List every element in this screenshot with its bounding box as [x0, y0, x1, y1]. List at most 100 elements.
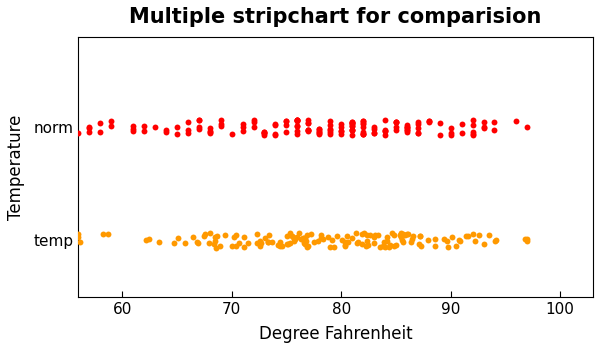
- Point: [220, 232, 229, 237]
- Point: [479, 241, 488, 247]
- Point: [369, 130, 379, 136]
- Point: [327, 237, 337, 243]
- Point: [523, 124, 532, 130]
- Point: [337, 128, 346, 134]
- Point: [413, 131, 422, 136]
- Point: [293, 118, 302, 123]
- Point: [103, 231, 112, 237]
- Point: [443, 244, 453, 250]
- Point: [260, 129, 269, 135]
- Point: [461, 234, 471, 239]
- Point: [281, 129, 291, 134]
- Point: [357, 241, 367, 247]
- Point: [249, 124, 259, 130]
- Point: [314, 131, 324, 136]
- Point: [216, 123, 226, 128]
- Point: [275, 244, 285, 249]
- Point: [128, 127, 138, 132]
- Point: [340, 239, 350, 244]
- Point: [128, 128, 138, 133]
- Point: [424, 120, 434, 125]
- Point: [139, 123, 149, 128]
- Point: [468, 131, 478, 137]
- Point: [95, 120, 105, 126]
- Point: [435, 120, 445, 126]
- Point: [479, 126, 488, 131]
- Point: [314, 130, 324, 135]
- Point: [358, 129, 368, 135]
- Point: [523, 236, 532, 241]
- Point: [398, 237, 407, 243]
- Point: [289, 238, 298, 244]
- Point: [342, 233, 352, 239]
- Point: [172, 132, 182, 137]
- Point: [373, 232, 382, 238]
- Point: [249, 117, 259, 123]
- Point: [205, 129, 215, 135]
- Point: [385, 242, 395, 248]
- Point: [73, 234, 83, 240]
- Point: [455, 239, 464, 244]
- Point: [263, 239, 273, 245]
- Point: [281, 118, 291, 124]
- Point: [265, 232, 274, 238]
- Point: [347, 120, 357, 126]
- Point: [273, 243, 283, 248]
- Point: [304, 118, 313, 123]
- Point: [362, 239, 372, 244]
- Point: [347, 127, 357, 133]
- Point: [380, 128, 390, 134]
- Point: [358, 121, 368, 126]
- Point: [396, 234, 406, 240]
- Point: [303, 243, 313, 249]
- Point: [301, 235, 310, 241]
- Point: [347, 127, 357, 133]
- Point: [231, 232, 241, 237]
- Point: [357, 231, 367, 237]
- Point: [85, 125, 94, 131]
- Point: [337, 121, 346, 126]
- Point: [282, 233, 292, 239]
- Point: [347, 123, 357, 128]
- Point: [347, 120, 357, 126]
- Point: [468, 129, 478, 134]
- Point: [295, 230, 304, 236]
- Point: [216, 121, 226, 127]
- Title: Multiple stripchart for comparision: Multiple stripchart for comparision: [130, 7, 542, 27]
- Point: [275, 240, 285, 245]
- Point: [416, 243, 425, 248]
- Point: [281, 118, 291, 124]
- Point: [284, 241, 293, 247]
- Point: [454, 237, 464, 243]
- Point: [439, 236, 448, 242]
- Point: [424, 118, 434, 124]
- Point: [398, 239, 407, 245]
- Point: [362, 232, 371, 238]
- Point: [340, 243, 349, 249]
- Point: [304, 127, 313, 133]
- Point: [398, 231, 407, 237]
- Point: [413, 119, 422, 124]
- Point: [293, 118, 302, 124]
- Point: [95, 130, 105, 135]
- Point: [106, 123, 116, 128]
- Point: [194, 117, 203, 122]
- Point: [347, 119, 357, 125]
- Point: [457, 121, 466, 127]
- Point: [491, 239, 500, 244]
- Point: [194, 124, 203, 130]
- Point: [407, 239, 416, 244]
- Point: [468, 122, 478, 128]
- Point: [287, 233, 297, 239]
- Point: [277, 243, 286, 249]
- Point: [337, 124, 346, 130]
- Point: [144, 237, 154, 242]
- Point: [391, 127, 401, 133]
- Point: [271, 121, 280, 126]
- Point: [337, 237, 346, 243]
- Point: [395, 232, 405, 238]
- Point: [365, 232, 374, 238]
- Point: [512, 118, 521, 124]
- Point: [139, 128, 149, 133]
- Point: [271, 122, 280, 128]
